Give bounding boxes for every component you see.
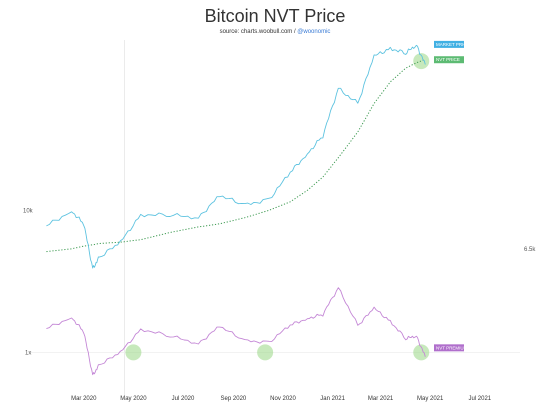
x-tick-label: Nov 2020 [270,396,296,402]
chart-highlights [125,53,430,361]
market-price-line [46,44,426,269]
market-price-tag: MARKET PRICE [434,40,470,48]
nvt-premium-line [46,287,426,376]
y-tick-label: 10k [23,208,34,214]
nvt-premium-tag: NVT PREMIUM [434,344,468,352]
y-tick-label: 1x [25,350,31,356]
nvt-price-line [46,58,426,253]
x-tick-label: May 2020 [120,396,147,402]
x-tick-label: Jul 2020 [172,396,195,402]
x-tick-label: Jan 2021 [320,396,345,402]
x-tick-label: May 2021 [417,396,444,402]
source-prefix: source: charts.woobull.com / [219,29,296,35]
chart-tags: MARKET PRICE NVT PRICE NVT PREMIUM [434,40,470,352]
chart-source: source: charts.woobull.com / @woonomic [0,29,550,35]
chart-grid [28,40,520,395]
premium-touch-highlight [257,344,274,361]
x-tick-label: Jul 2021 [468,396,491,402]
price-touch-highlight [413,53,430,70]
chart-series [46,44,426,376]
premium-touch-highlight [125,344,142,361]
nvt-price-tag: NVT PRICE [434,56,464,64]
market-price-tag-label: MARKET PRICE [436,42,470,47]
source-handle-link[interactable]: @woonomic [297,29,331,35]
chart-title: Bitcoin NVT Price [204,6,346,26]
x-tick-label: Mar 2020 [71,396,97,402]
y-tick-label: 6.5k [524,247,536,253]
nvt-premium-tag-label: NVT PREMIUM [436,345,468,350]
x-tick-label: Sep 2020 [221,396,247,402]
chart-ticks: Mar 2020 May 2020 Jul 2020 Sep 2020 Nov 2020… [23,208,536,402]
nvt-price-tag-label: NVT PRICE [436,57,460,62]
x-tick-label: Mar 2021 [368,396,394,402]
